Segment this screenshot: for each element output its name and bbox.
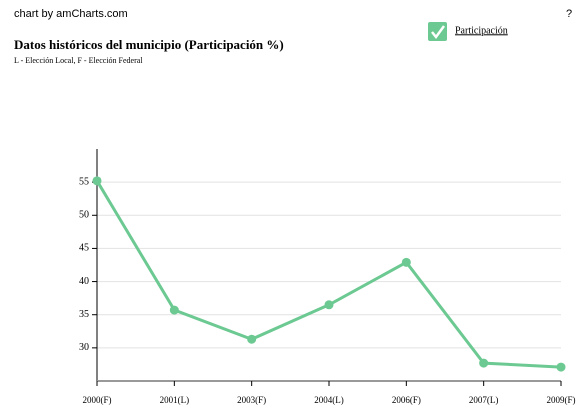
- point: [324, 300, 334, 310]
- chart-title: Datos históricos del municipio (Particip…: [14, 37, 284, 52]
- point: [401, 257, 411, 267]
- x-tick-label: 2006(F): [392, 395, 421, 405]
- point: [169, 305, 179, 315]
- legend-label: Participación: [455, 25, 508, 36]
- y-tick-label: 55: [79, 176, 89, 187]
- line: [95, 180, 562, 369]
- help[interactable]: ?: [566, 8, 572, 20]
- x-tick-label: 2000(F): [83, 395, 112, 405]
- x-tick-label: 2009(F): [547, 395, 576, 405]
- y-tick-label: 30: [79, 342, 89, 353]
- point: [92, 176, 102, 186]
- legend-check: [431, 25, 446, 40]
- x-tick-label: 2001(L): [160, 395, 190, 405]
- point: [247, 334, 257, 344]
- y-tick-label: 50: [79, 210, 89, 221]
- x-tick-label: 2007(L): [469, 395, 499, 405]
- y-tick-label: 45: [79, 243, 89, 254]
- credit[interactable]: chart by amCharts.com: [14, 8, 128, 20]
- x-tick-label: 2003(F): [237, 395, 266, 405]
- point: [479, 358, 489, 368]
- x-tick-label: 2004(L): [314, 395, 344, 405]
- point: [556, 362, 566, 372]
- legend[interactable]: Participación: [428, 22, 508, 41]
- legend-swatch: [428, 22, 447, 41]
- y-tick-label: 35: [79, 309, 89, 320]
- y-tick-label: 40: [79, 276, 89, 287]
- chart-subtitle: L - Elección Local, F - Elección Federal: [14, 56, 143, 65]
